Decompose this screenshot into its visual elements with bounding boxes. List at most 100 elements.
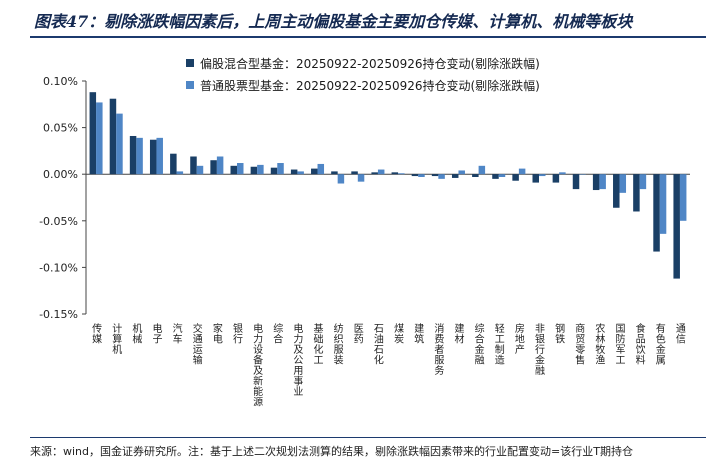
bar-series2-26 bbox=[619, 174, 627, 193]
bar-series2-2 bbox=[136, 137, 143, 175]
x-tick-label-16: 建筑 bbox=[414, 322, 424, 346]
x-tick-label-26: 国防军工 bbox=[616, 323, 626, 367]
bar-series1-11 bbox=[311, 168, 318, 175]
y-tick-label-5: -0.15% bbox=[39, 308, 78, 321]
bar-series1-23 bbox=[552, 174, 560, 183]
x-tick-label-18: 建材 bbox=[454, 322, 464, 346]
legend-swatch-series-1 bbox=[186, 59, 194, 67]
bar-series2-23 bbox=[559, 172, 566, 175]
bar-series2-24 bbox=[579, 174, 586, 175]
x-tick-label-25: 农林牧渔 bbox=[595, 322, 605, 367]
bar-series2-20 bbox=[498, 174, 506, 177]
bar-series1-22 bbox=[532, 174, 539, 183]
chart-title: 图表47：剔除涨跌幅因素后，上周主动偏股基金主要加仓传媒、计算机、机械等板块 bbox=[34, 12, 633, 31]
bar-series2-22 bbox=[539, 174, 546, 177]
y-tick-label-4: -0.10% bbox=[39, 261, 78, 274]
x-tick-label-28: 有色金属 bbox=[656, 322, 666, 367]
bar-series1-24 bbox=[572, 174, 580, 190]
bar-series2-10 bbox=[297, 171, 304, 175]
y-tick-label-0: 0.10% bbox=[43, 75, 78, 88]
bar-series1-27 bbox=[633, 174, 640, 212]
x-tick-label-14: 石油石化 bbox=[374, 324, 384, 367]
x-tick-label-12: 纺织服装 bbox=[334, 322, 344, 367]
bar-series1-17 bbox=[431, 174, 439, 177]
bar-series2-29 bbox=[679, 174, 687, 221]
footnote-rule bbox=[30, 437, 706, 438]
legend-item-series-1: 偏股混合型基金：20250922-20250926持仓变动(剔除涨跌幅) bbox=[186, 52, 540, 74]
legend-label-series-1: 偏股混合型基金：20250922-20250926持仓变动(剔除涨跌幅) bbox=[200, 56, 540, 71]
x-tick-label-7: 银行 bbox=[233, 322, 243, 346]
bar-series2-1 bbox=[116, 113, 123, 175]
x-tick-label-15: 煤炭 bbox=[394, 322, 404, 346]
bar-series1-15 bbox=[391, 172, 399, 175]
bar-series2-0 bbox=[96, 102, 103, 175]
bar-series1-29 bbox=[673, 174, 680, 279]
x-tick-label-22: 非银行金融 bbox=[535, 323, 545, 377]
x-tick-label-19: 综合金融 bbox=[475, 322, 485, 367]
bar-series1-21 bbox=[512, 174, 519, 181]
bar-series1-2 bbox=[129, 135, 137, 175]
bar-series2-11 bbox=[317, 163, 325, 175]
x-tick-label-2: 机械 bbox=[132, 322, 142, 346]
bar-series1-16 bbox=[411, 174, 419, 177]
bar-series2-5 bbox=[196, 165, 204, 175]
y-tick-label-2: 0.00% bbox=[43, 168, 78, 181]
x-tick-label-27: 食品饮料 bbox=[636, 322, 646, 367]
bar-series2-18 bbox=[458, 170, 465, 175]
bar-series1-9 bbox=[270, 167, 278, 175]
x-tick-label-29: 通信 bbox=[676, 323, 686, 346]
x-tick-label-11: 基础化工 bbox=[314, 322, 324, 367]
bar-series2-16 bbox=[418, 174, 425, 177]
x-tick-label-21: 房地产 bbox=[515, 322, 525, 356]
chart-legend: 偏股混合型基金：20250922-20250926持仓变动(剔除涨跌幅) 普通股… bbox=[186, 52, 540, 96]
bar-series1-0 bbox=[89, 92, 97, 175]
bar-series2-19 bbox=[478, 165, 486, 175]
x-tick-label-0: 传媒 bbox=[92, 323, 102, 346]
bar-series1-26 bbox=[613, 174, 620, 208]
x-tick-label-5: 交通运输 bbox=[193, 322, 203, 367]
bar-series2-17 bbox=[438, 174, 445, 179]
x-tick-label-24: 商贸零售 bbox=[575, 322, 585, 367]
bar-series2-27 bbox=[639, 174, 647, 190]
x-tick-label-3: 电子 bbox=[152, 322, 162, 346]
bar-series2-8 bbox=[257, 164, 264, 175]
x-tick-label-8: 电力设备及新能源 bbox=[253, 322, 263, 409]
bar-series2-9 bbox=[277, 163, 284, 175]
bar-series2-7 bbox=[237, 163, 244, 175]
bar-series2-3 bbox=[156, 137, 163, 175]
bar-series2-12 bbox=[337, 174, 345, 184]
x-tick-label-23: 钢铁 bbox=[555, 322, 565, 346]
bar-series1-25 bbox=[592, 174, 600, 191]
bar-series1-3 bbox=[149, 139, 157, 175]
x-tick-label-17: 消费者服务 bbox=[434, 322, 444, 377]
bar-series1-1 bbox=[109, 98, 117, 175]
bar-series1-19 bbox=[472, 174, 479, 177]
x-tick-label-4: 汽车 bbox=[173, 322, 183, 346]
bar-series2-14 bbox=[377, 169, 385, 175]
bar-series2-25 bbox=[599, 174, 606, 190]
x-tick-label-13: 医药 bbox=[354, 323, 364, 346]
x-tick-label-6: 家电 bbox=[213, 322, 223, 346]
title-rule bbox=[30, 36, 706, 38]
x-tick-label-10: 电力及公用事业 bbox=[293, 322, 303, 398]
bar-series1-12 bbox=[331, 171, 338, 175]
y-tick-label-1: 0.05% bbox=[43, 122, 78, 135]
bar-series1-20 bbox=[492, 174, 499, 179]
legend-item-series-2: 普通股票型基金：20250922-20250926持仓变动(剔除涨跌幅) bbox=[186, 74, 540, 96]
legend-label-series-2: 普通股票型基金：20250922-20250926持仓变动(剔除涨跌幅) bbox=[200, 78, 540, 93]
bar-series2-21 bbox=[518, 168, 526, 175]
legend-swatch-series-2 bbox=[186, 81, 194, 89]
bar-series1-5 bbox=[190, 156, 197, 175]
bar-series1-8 bbox=[250, 166, 258, 175]
footnote-text: 来源：wind，国金证券研究所。注：基于上述二次规划法测算的结果，剔除涨跌幅因素… bbox=[30, 445, 633, 458]
bar-series1-6 bbox=[210, 160, 217, 175]
bar-series2-4 bbox=[176, 171, 184, 175]
bar-series2-13 bbox=[357, 174, 365, 182]
bar-series2-6 bbox=[216, 156, 224, 175]
bar-series1-28 bbox=[653, 174, 660, 252]
bar-series1-10 bbox=[290, 169, 298, 175]
x-tick-label-1: 计算机 bbox=[112, 322, 122, 356]
x-tick-label-9: 综合 bbox=[273, 322, 283, 346]
y-tick-label-3: -0.05% bbox=[39, 215, 78, 228]
